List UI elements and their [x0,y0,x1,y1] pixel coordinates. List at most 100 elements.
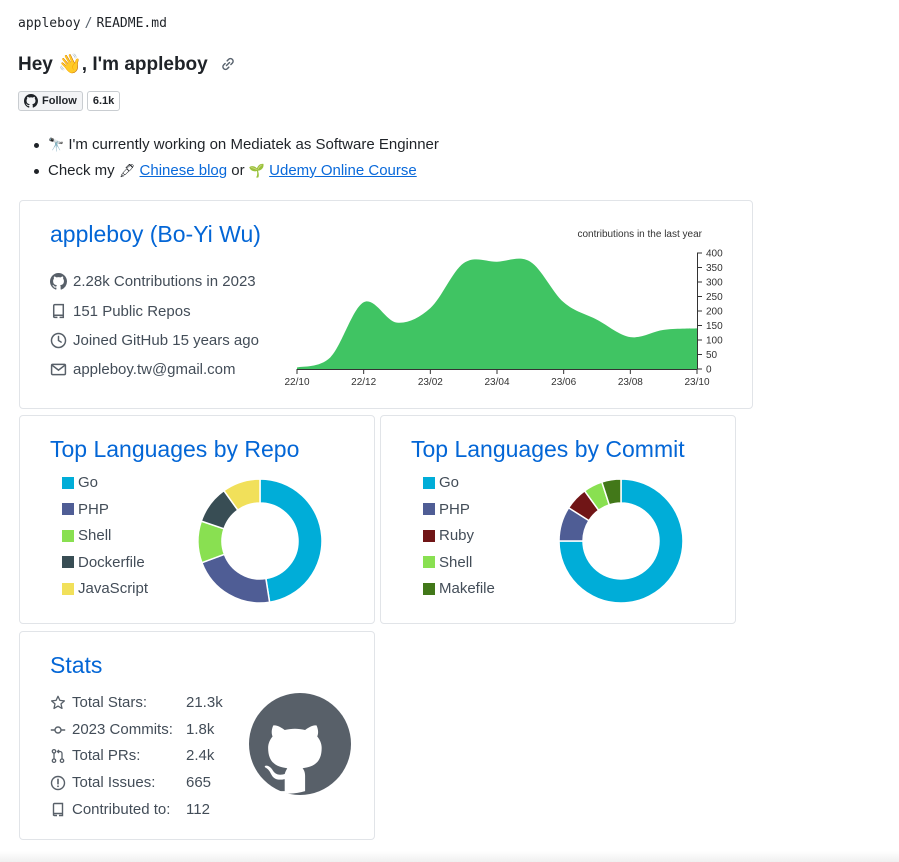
legend-item-go: Go [423,474,459,491]
page-bottom-edge [0,851,899,862]
follower-count[interactable]: 6.1k [86,91,121,111]
y-tick-label: 200 [706,307,723,318]
email-row: appleboy.tw@gmail.com [50,361,236,378]
total-prs-value: 2.4k [186,747,215,764]
repo-icon [52,802,64,816]
y-tick-label: 350 [706,263,723,274]
legend-item-php: PHP [62,501,109,518]
contributions-area [297,258,697,369]
stats-title: Stats [50,652,103,678]
list-item: 🔭 I'm currently working on Mediatek as S… [34,134,439,160]
list-item: Check my 🖋 Chinese blog or 🌱 Udemy Onlin… [34,160,439,186]
issue-icon [50,775,66,790]
x-tick-label: 23/10 [684,377,709,388]
commits-label: 2023 Commits: [50,721,173,738]
github-octocat-icon [249,693,351,795]
contributions-chart: contributions in the last year 0 50 100 150 2… [284,229,723,388]
breadcrumb-separator: / [84,16,93,31]
work-text: I'm currently working on Mediatek as Sof… [68,136,439,153]
heading-text: Hey 👋, I'm appleboy [18,54,208,75]
legend-item-dockerfile: Dockerfile [62,554,145,571]
legend-swatch [423,476,435,489]
joined-text: Joined GitHub 15 years ago [73,332,259,349]
x-tick-label: 23/04 [484,377,509,388]
repo-icon [52,303,65,319]
legend-swatch [62,582,74,595]
legend-label: Shell [439,553,473,571]
follow-button[interactable]: Follow [18,91,83,111]
legend-swatch [423,503,435,515]
legend-swatch [62,503,74,515]
legend-label: Go [78,474,99,491]
clock-icon [50,332,67,349]
languages-by-repo-card[interactable]: Top Languages by Repo Go PHP Shell Dockerfi… [19,415,375,624]
languages-commit-donut [558,478,684,604]
legend-swatch [423,529,435,542]
languages-repo-donut [197,478,323,604]
chart-title: contributions in the last year [577,229,702,240]
or-text: or [231,162,245,179]
legend-item-javascript: JavaScript [62,580,148,597]
y-tick-label: 300 [706,278,723,289]
x-tick-label: 23/02 [418,377,443,388]
seedling-icon: 🌱 [248,163,265,178]
chinese-blog-link[interactable]: Chinese blog [139,162,228,179]
languages-commit-title: Top Languages by Commit [411,436,685,462]
telescope-icon: 🔭 [48,137,65,152]
readme-heading: Hey 👋, I'm appleboy [18,50,236,78]
udemy-course-link[interactable]: Udemy Online Course [269,162,417,179]
breadcrumb-owner[interactable]: appleboy [18,16,81,31]
legend-swatch [423,582,435,595]
stats-card[interactable]: Stats Total Stars: 21.3k 2023 Commits: 1… [19,631,375,840]
profile-name: appleboy (Bo-Yi Wu) [50,221,261,247]
contributed-to-value: 112 [186,801,210,818]
stat-label-text: Total PRs: [72,747,141,764]
y-tick-label: 150 [706,321,723,332]
total-stars-value: 21.3k [186,694,223,711]
x-tick-label: 22/12 [351,377,376,388]
legend-swatch [423,556,435,568]
donut-slice-javascript [222,478,261,512]
pen-icon: 🖋 [118,163,136,178]
anchor-link-icon[interactable] [220,56,236,72]
legend-item-makefile: Makefile [423,580,495,597]
donut-slice-go [259,478,323,604]
github-icon [50,273,67,290]
languages-by-commit-card[interactable]: Top Languages by Commit Go PHP Ruby Shell Ma… [380,415,736,624]
total-issues-value: 665 [186,774,212,791]
legend-label: Ruby [439,527,475,544]
legend-swatch [62,556,74,568]
y-tick-label: 0 [706,365,712,376]
intro-list: 🔭 I'm currently working on Mediatek as S… [34,134,439,186]
profile-card[interactable]: appleboy (Bo-Yi Wu) 2.28k Contributions … [19,200,753,409]
total-issues-label: Total Issues: [50,774,155,791]
y-tick-label: 250 [706,292,723,303]
donut-slice-go [558,478,684,604]
donut-slice-php [200,553,271,604]
contributions-text: 2.28k Contributions in 2023 [73,273,256,290]
legend-item-shell: Shell [62,527,111,544]
stat-label-text: Contributed to: [72,801,171,818]
joined-row: Joined GitHub 15 years ago [50,332,259,349]
x-tick-label: 23/08 [618,377,643,388]
repos-row: 151 Public Repos [50,303,191,320]
check-prefix: Check my [48,162,115,179]
legend-label: PHP [439,500,470,518]
y-tick-label: 100 [706,336,723,347]
legend-item-go: Go [62,474,98,491]
legend-item-php: PHP [423,501,470,518]
x-tick-label: 23/06 [551,377,576,388]
email-text[interactable]: appleboy.tw@gmail.com [73,361,236,378]
commit-icon [50,725,66,734]
stat-label-text: Total Issues: [72,774,156,791]
y-tick-label: 50 [706,350,718,361]
breadcrumb-file: README.md [96,16,167,31]
star-icon [50,695,66,709]
pull-request-icon [51,748,65,763]
legend-swatch [62,529,74,542]
stat-label-text: Total Stars: [72,694,148,711]
breadcrumb: appleboy / README.md [18,16,167,31]
follow-label: Follow [42,95,77,107]
y-tick-label: 400 [706,249,723,260]
legend-label: PHP [78,500,109,518]
